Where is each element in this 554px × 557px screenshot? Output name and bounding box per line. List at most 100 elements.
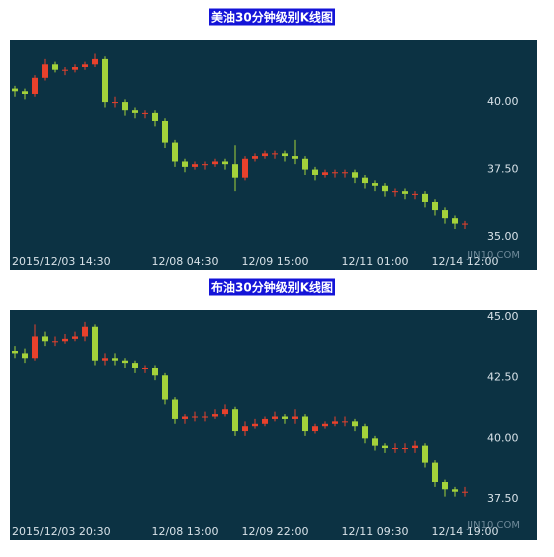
- candle-body: [282, 153, 288, 157]
- candle-body: [292, 416, 298, 419]
- candle-body: [92, 326, 98, 361]
- x-tick-label: 12/08 13:00: [152, 525, 219, 538]
- y-tick-label: 40.00: [487, 95, 519, 108]
- candle-body: [282, 416, 288, 419]
- candle-body: [92, 58, 98, 65]
- candle-body: [42, 336, 48, 342]
- y-tick-label: 37.50: [487, 492, 519, 505]
- candle-body: [112, 358, 118, 361]
- candle-body: [52, 64, 58, 70]
- candle-body: [232, 164, 238, 178]
- candle-body: [212, 161, 218, 165]
- candle-body: [302, 158, 308, 170]
- candle-body: [352, 421, 358, 427]
- y-tick-label: 45.00: [487, 310, 519, 323]
- candle-body: [232, 409, 238, 432]
- y-tick-label: 40.00: [487, 431, 519, 444]
- candle-body: [462, 491, 468, 493]
- x-tick-label: 2015/12/03 20:30: [12, 525, 111, 538]
- candle-body: [72, 336, 78, 339]
- candle-body: [72, 66, 78, 70]
- plot-area: [10, 310, 537, 540]
- candle-body: [22, 91, 28, 94]
- chart: 美油30分钟级别K线图 35.00 37.50 40.00 2015/12/03 14:…: [10, 8, 537, 270]
- candle-body: [252, 156, 258, 159]
- candle-body: [82, 64, 88, 67]
- candle-body: [342, 172, 348, 174]
- candle-body: [392, 448, 398, 450]
- candle-body: [422, 193, 428, 202]
- candle-body: [182, 161, 188, 167]
- candle-body: [192, 416, 198, 418]
- candle-body: [372, 438, 378, 446]
- candle-body: [442, 482, 448, 490]
- candle-body: [212, 414, 218, 417]
- candle-body: [62, 338, 68, 342]
- candle-body: [12, 351, 18, 354]
- candle-body: [462, 223, 468, 225]
- candle-body: [402, 448, 408, 450]
- candle-body: [432, 201, 438, 211]
- candle-body: [32, 336, 38, 359]
- x-tick-label: 12/11 09:30: [342, 525, 409, 538]
- candle-body: [162, 120, 168, 143]
- candle-body: [122, 102, 128, 111]
- candle-body: [362, 426, 368, 439]
- candle-body: [152, 112, 158, 121]
- candle-body: [382, 185, 388, 192]
- candle-body: [82, 326, 88, 337]
- candle-body: [192, 164, 198, 167]
- candle-body: [262, 418, 268, 424]
- candle-body: [12, 88, 18, 92]
- candle-body: [172, 399, 178, 419]
- candle-body: [62, 69, 68, 71]
- candle-body: [332, 172, 338, 174]
- x-tick-label: 12/08 04:30: [152, 255, 219, 268]
- candle-body: [252, 423, 258, 427]
- candle-body: [32, 77, 38, 94]
- candle-body: [202, 416, 208, 418]
- candle-body: [112, 102, 118, 104]
- candle-body: [382, 445, 388, 449]
- candle-body: [242, 426, 248, 432]
- candle-body: [132, 110, 138, 113]
- chart-title: 美油30分钟级别K线图: [211, 10, 333, 25]
- candle-body: [222, 409, 228, 415]
- candle-body: [372, 183, 378, 186]
- x-tick-label: 2015/12/03 14:30: [12, 255, 111, 268]
- watermark: JIN10.COM: [466, 520, 520, 531]
- candle-body: [402, 191, 408, 194]
- candle-body: [302, 416, 308, 432]
- x-tick-label: 12/09 15:00: [242, 255, 309, 268]
- candle-body: [442, 210, 448, 219]
- candle-body: [312, 169, 318, 175]
- candle-body: [162, 375, 168, 400]
- candle-body: [172, 142, 178, 162]
- candle-body: [122, 360, 128, 364]
- candle-body: [22, 353, 28, 359]
- candle-body: [142, 367, 148, 369]
- candle-body: [42, 64, 48, 78]
- candle-body: [142, 112, 148, 114]
- candle-body: [312, 426, 318, 432]
- plot-area: [10, 40, 537, 270]
- candle-body: [452, 489, 458, 492]
- candle-body: [262, 153, 268, 157]
- candle-body: [322, 172, 328, 175]
- candle-body: [392, 191, 398, 193]
- candle-body: [422, 445, 428, 463]
- candle-body: [292, 156, 298, 159]
- chart-title: 布油30分钟级别K线图: [211, 280, 333, 295]
- title-background: [209, 278, 335, 296]
- candle-body: [272, 416, 278, 419]
- title-background: [209, 8, 335, 26]
- candle-body: [322, 423, 328, 427]
- y-tick-label: 35.00: [487, 230, 519, 243]
- candle-body: [132, 363, 138, 368]
- candle-body: [342, 421, 348, 423]
- x-tick-label: 12/09 22:00: [242, 525, 309, 538]
- x-tick-label: 12/11 01:00: [342, 255, 409, 268]
- candle-body: [222, 161, 228, 165]
- candle-body: [152, 367, 158, 376]
